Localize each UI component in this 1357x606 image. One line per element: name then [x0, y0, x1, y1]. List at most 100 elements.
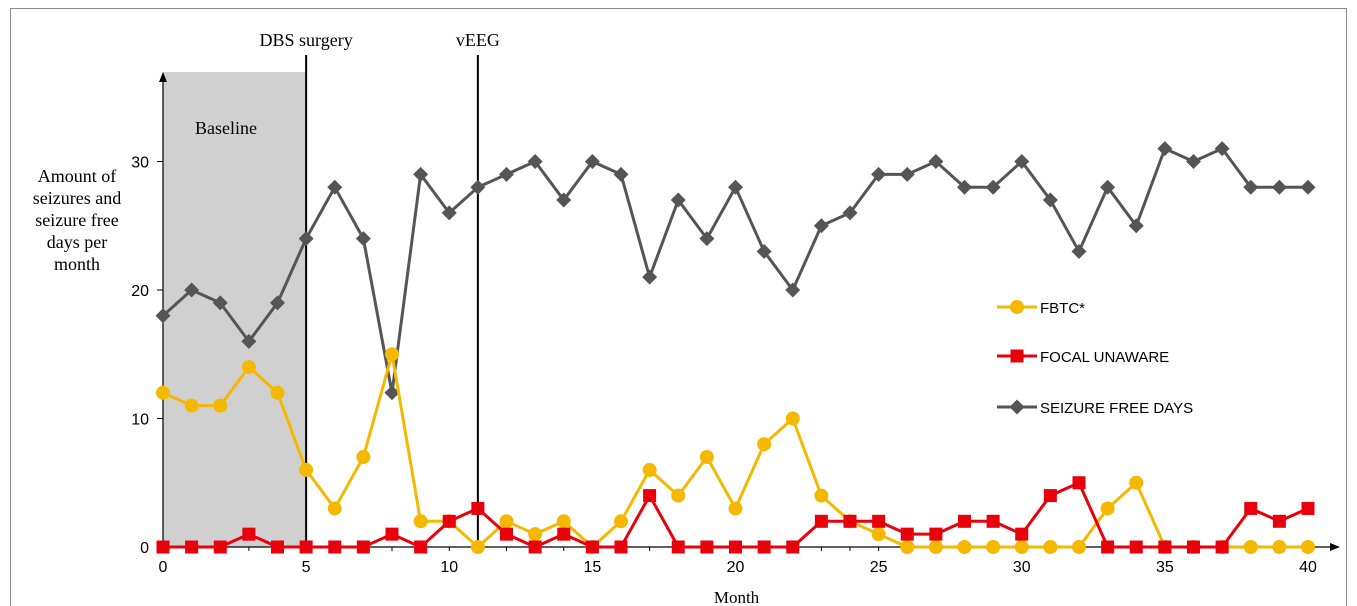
data-point-diamond	[441, 205, 457, 221]
data-point-diamond	[384, 385, 400, 401]
data-point-square	[442, 514, 456, 528]
data-point-diamond	[613, 166, 629, 182]
data-point-diamond	[957, 179, 972, 195]
data-point-square	[700, 540, 714, 554]
data-point-square	[929, 527, 943, 541]
data-point-diamond	[327, 179, 343, 195]
y-axis-title-line: seizure free	[35, 210, 118, 230]
x-tick-label: 35	[1156, 559, 1174, 576]
data-point-diamond	[1042, 192, 1058, 208]
data-point-square	[1187, 540, 1200, 554]
x-axis-title: Month	[714, 588, 760, 606]
x-tick-label: 25	[870, 559, 888, 576]
data-point-circle	[499, 514, 514, 529]
data-point-circle	[1301, 540, 1315, 554]
data-point-diamond	[1100, 179, 1116, 195]
data-point-diamond	[184, 282, 200, 298]
series-line-circle	[162, 352, 1308, 549]
legend-label: SEIZURE FREE DAYS	[1040, 400, 1193, 417]
data-point-square	[986, 514, 1000, 528]
data-point-diamond	[1157, 141, 1173, 157]
data-point-circle	[327, 501, 342, 516]
data-point-square	[1158, 540, 1172, 554]
data-point-square	[557, 527, 571, 541]
legend-label: FOCAL UNAWARE	[1040, 349, 1169, 366]
data-point-square	[786, 540, 800, 554]
data-point-circle	[671, 488, 686, 503]
data-point-square	[1215, 540, 1229, 554]
data-point-square	[757, 540, 771, 554]
data-point-diamond	[212, 295, 228, 311]
data-point-diamond	[584, 154, 600, 169]
data-point-circle	[757, 437, 772, 452]
data-point-circle	[270, 385, 285, 400]
data-point-circle	[642, 462, 657, 477]
y-axis-title-line: seizures and	[33, 188, 121, 208]
legend-swatch-marker	[1010, 300, 1024, 314]
data-point-circle	[728, 501, 743, 516]
data-point-circle	[299, 462, 314, 477]
data-point-circle	[1129, 475, 1144, 490]
data-point-diamond	[298, 231, 314, 247]
data-point-diamond	[1300, 179, 1316, 195]
data-point-square	[614, 540, 628, 554]
data-point-circle	[900, 540, 915, 554]
data-point-diamond	[1014, 154, 1030, 169]
data-point-square	[242, 527, 256, 541]
data-point-square	[185, 540, 199, 554]
data-point-square	[213, 540, 227, 554]
data-point-square	[414, 540, 428, 554]
data-point-circle	[241, 360, 256, 375]
event-line-label: vEEG	[456, 30, 500, 50]
data-point-circle	[814, 488, 829, 503]
data-point-diamond	[728, 179, 743, 195]
data-point-square	[872, 514, 886, 528]
data-point-diamond	[1214, 141, 1230, 157]
data-point-diamond	[1243, 179, 1259, 195]
data-point-circle	[957, 540, 972, 554]
data-point-circle	[156, 385, 170, 400]
legend-label: FBTC*	[1040, 300, 1085, 317]
x-tick-label: 20	[727, 559, 745, 576]
data-point-circle	[1272, 540, 1287, 554]
data-point-diamond	[871, 166, 887, 182]
data-point-diamond	[699, 231, 715, 247]
data-point-diamond	[842, 205, 858, 221]
baseline-shaded-region	[163, 72, 307, 547]
data-point-circle	[184, 398, 199, 413]
data-point-diamond	[1071, 243, 1087, 259]
data-point-square	[1244, 501, 1258, 515]
figure-border	[10, 8, 1347, 606]
data-point-diamond	[241, 333, 257, 349]
data-point-square	[156, 540, 170, 554]
legend-swatch-marker	[1010, 349, 1024, 363]
data-point-diamond	[928, 154, 944, 169]
data-point-circle	[470, 540, 485, 554]
data-point-circle	[986, 540, 1001, 554]
data-point-square	[843, 514, 857, 528]
data-point-square	[471, 501, 485, 515]
data-point-square	[299, 540, 313, 554]
data-point-square	[1272, 514, 1286, 528]
data-point-square	[1072, 476, 1086, 490]
data-point-square	[1129, 540, 1143, 554]
y-axis-title-line: Amount of	[38, 166, 117, 186]
data-point-square	[729, 540, 742, 554]
data-point-square	[385, 527, 399, 541]
data-point-diamond	[642, 269, 658, 285]
data-point-square	[500, 527, 513, 541]
data-point-diamond	[556, 192, 572, 208]
x-tick-label: 15	[583, 559, 601, 576]
x-tick-label: 10	[440, 559, 458, 576]
x-tick-label: 5	[302, 559, 311, 576]
data-point-diamond	[756, 243, 772, 259]
data-point-diamond	[1186, 154, 1201, 169]
y-axis-title-line: days per	[47, 232, 107, 252]
data-point-square	[900, 527, 914, 541]
data-point-square	[356, 540, 370, 554]
data-point-diamond	[1271, 179, 1287, 195]
data-point-diamond	[270, 295, 285, 311]
data-point-circle	[785, 411, 800, 426]
